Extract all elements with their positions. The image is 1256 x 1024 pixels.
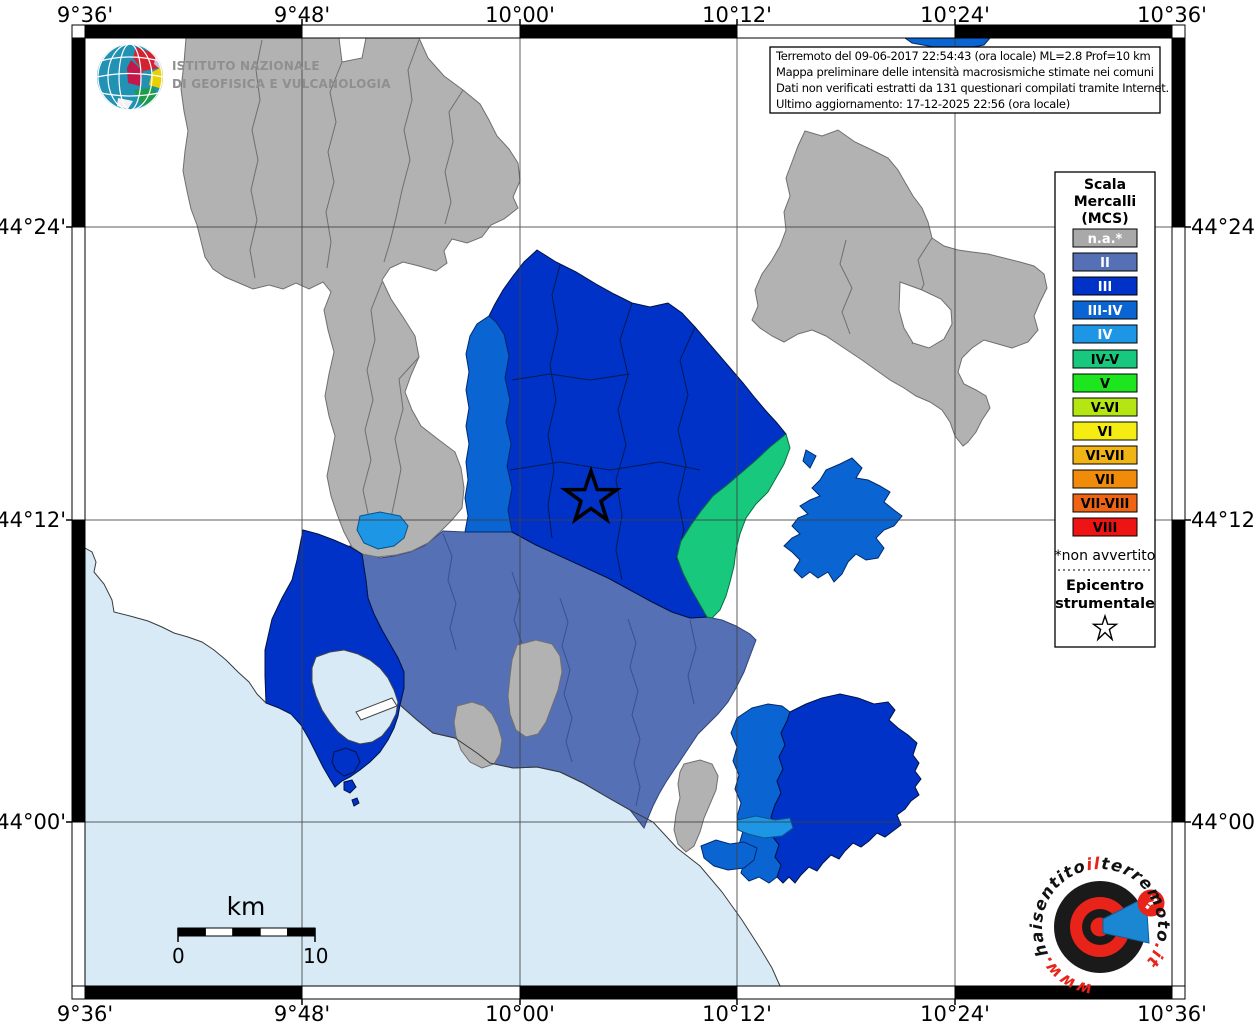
region-na-internal-borders xyxy=(249,39,464,541)
legend-swatch xyxy=(1072,445,1138,465)
region-na-coastal-2 xyxy=(453,701,503,769)
region-intensity-IV-small xyxy=(356,511,409,550)
sea-area xyxy=(85,548,780,986)
breakwater xyxy=(355,697,398,721)
region-II-internal-borders xyxy=(442,533,697,807)
frame-ticks xyxy=(66,19,1191,1005)
legend-swatch xyxy=(1072,252,1138,272)
axis-label: 10°24' xyxy=(920,1002,990,1024)
gulf-bay xyxy=(311,649,399,745)
region-intensity-IV-V xyxy=(676,433,791,619)
ingv-name-line2: DI GEOFISICA E VULCANOLOGIA xyxy=(172,77,391,91)
island-tiny xyxy=(351,797,360,807)
region-na-coastal-3 xyxy=(673,759,719,853)
legend: Scala Mercalli (MCS) n.a.* II III III-IV… xyxy=(1054,171,1156,648)
legend-label: III xyxy=(1098,280,1113,295)
legend-swatch xyxy=(1072,324,1138,344)
map-frame xyxy=(71,24,1186,1000)
legend-label: II xyxy=(1100,256,1110,271)
region-na-coastal-1 xyxy=(507,639,563,738)
legend-label: IV xyxy=(1098,328,1113,343)
info-line-3: Dati non verificati estratti da 131 ques… xyxy=(776,81,1169,95)
legend-label: n.a.* xyxy=(1088,232,1123,247)
region-na-ne-white-notch xyxy=(898,281,953,349)
axis-label: 10°36' xyxy=(1137,1002,1207,1024)
axis-label: 44°12' xyxy=(0,508,66,532)
island-large xyxy=(331,747,361,777)
legend-title-line: Mercalli xyxy=(1074,194,1136,210)
axis-label: 9°48' xyxy=(274,1002,330,1024)
axis-label: 44°12' xyxy=(1191,508,1256,532)
legend-label: VII xyxy=(1095,473,1115,488)
legend-title-line: Scala xyxy=(1084,177,1126,193)
scale-start-label: 0 xyxy=(172,944,185,968)
region-intensity-III-IV-coastal-a xyxy=(700,839,758,871)
region-intensity-III-IV-detached-sliver xyxy=(802,449,817,469)
axis-labels-top: 9°36' 9°48' 10°00' 10°12' 10°24' 10°36' xyxy=(57,3,1207,27)
legend-label: V xyxy=(1100,377,1110,392)
axis-labels-bottom: 9°36' 9°48' 10°00' 10°12' 10°24' 10°36' xyxy=(57,1002,1207,1024)
info-line-2: Mappa preliminare delle intensità macros… xyxy=(776,65,1154,79)
epicenter-star-icon xyxy=(560,465,622,525)
legend-label: VI-VII xyxy=(1085,449,1124,464)
axis-label: 10°00' xyxy=(485,1002,555,1024)
axis-label: 44°00' xyxy=(1191,810,1256,834)
megaphone-icon xyxy=(1102,896,1150,944)
axis-label: 10°24' xyxy=(920,3,990,27)
info-line-4: Ultimo aggiornamento: 17-12-2025 22:56 (… xyxy=(776,97,1070,111)
axis-labels-right: 44°24' 44°12' 44°00' xyxy=(1191,215,1256,834)
axis-label: 10°12' xyxy=(702,3,772,27)
axis-label: 44°24' xyxy=(1191,215,1256,239)
legend-swatch xyxy=(1072,517,1138,537)
scale-bar: km 0 10 xyxy=(172,892,328,968)
legend-label: III-IV xyxy=(1088,304,1123,319)
legend-label: VIII xyxy=(1093,521,1118,536)
legend-swatch xyxy=(1072,493,1138,513)
legend-epicenter-line: strumentale xyxy=(1055,596,1155,612)
region-intensity-III-southeast xyxy=(770,693,922,884)
axis-label: 10°36' xyxy=(1137,3,1207,27)
region-intensity-III-IV-strip xyxy=(464,315,513,533)
info-box: Terremoto del 09-06-2017 22:54:43 (ora l… xyxy=(769,46,1169,114)
legend-swatch xyxy=(1072,397,1138,417)
legend-label: IV-V xyxy=(1091,353,1119,368)
legend-label: V-VI xyxy=(1091,401,1119,416)
epicenter-legend-star-icon xyxy=(1091,613,1119,642)
legend-swatch xyxy=(1072,228,1138,248)
region-III-internal-borders xyxy=(509,264,701,581)
ingv-logo: ISTITUTO NAZIONALE DI GEOFISICA E VULCAN… xyxy=(97,44,391,110)
axis-labels-left: 44°24' 44°12' 44°00' xyxy=(0,215,66,834)
graticule xyxy=(85,38,1172,986)
legend-swatch xyxy=(1072,421,1138,441)
axis-label: 44°24' xyxy=(0,215,66,239)
island-small xyxy=(343,779,357,794)
ingv-name-line1: ISTITUTO NAZIONALE xyxy=(172,59,320,73)
legend-swatch xyxy=(1072,300,1138,320)
legend-epicenter-line: Epicentro xyxy=(1066,578,1144,594)
scale-end-label: 10 xyxy=(303,944,328,968)
axis-label: 10°00' xyxy=(485,3,555,27)
legend-swatch xyxy=(1072,349,1138,369)
legend-swatch xyxy=(1072,373,1138,393)
legend-label: VI xyxy=(1098,425,1113,440)
coastline xyxy=(84,547,781,987)
axis-label: 10°12' xyxy=(702,1002,772,1024)
scale-unit-label: km xyxy=(227,892,266,921)
legend-swatch xyxy=(1072,276,1138,296)
axis-label: 9°36' xyxy=(57,1002,113,1024)
axis-label: 9°36' xyxy=(57,3,113,27)
legend-title-line: (MCS) xyxy=(1081,211,1128,227)
legend-swatch xyxy=(1072,469,1138,489)
axis-label: 9°48' xyxy=(274,3,330,27)
legend-footnote: *non avvertito xyxy=(1055,548,1156,564)
info-line-1: Terremoto del 09-06-2017 22:54:43 (ora l… xyxy=(775,49,1151,63)
axis-label: 44°00' xyxy=(0,810,66,834)
legend-label: VII-VIII xyxy=(1081,497,1130,512)
question-ball-icon xyxy=(1137,889,1165,917)
